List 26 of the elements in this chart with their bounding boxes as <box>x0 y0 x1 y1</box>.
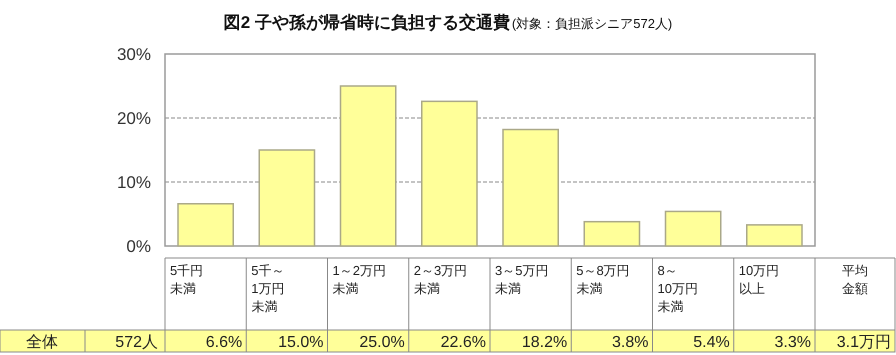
text: 572人 <box>115 334 158 351</box>
text: 平均金額 <box>842 263 868 296</box>
x-tick-label: 1～2万円未満 <box>332 263 386 296</box>
x-tick-label: 8～10万円未満 <box>658 263 698 314</box>
text: 全体 <box>26 334 58 351</box>
data-label: 25.0% <box>359 334 405 351</box>
data-label: 3.3% <box>774 334 811 351</box>
y-tick-label: 10% <box>116 173 151 192</box>
y-tick-label: 30% <box>116 45 151 64</box>
text: 3.1万円 <box>836 334 891 351</box>
data-label: 15.0% <box>278 334 324 351</box>
data-label: 22.6% <box>440 334 486 351</box>
data-label: 18.2% <box>522 334 568 351</box>
data-label: 3.8% <box>612 334 648 351</box>
x-tick-label: 3～5万円未満 <box>495 263 548 296</box>
data-label: 6.6% <box>206 334 242 351</box>
x-tick-label: 5千～1万円未満 <box>251 263 284 314</box>
chart-title: 図2 子や孫が帰省時に負担する交通費 <box>224 13 510 32</box>
y-tick-label: 0% <box>126 237 151 256</box>
x-tick-label: 5～8万円未満 <box>576 263 630 296</box>
x-tick-label: 10万円以上 <box>738 263 780 296</box>
y-tick-label: 20% <box>116 109 151 128</box>
x-tick-label: 5千円未満 <box>170 263 204 296</box>
x-tick-label: 2～3万円未満 <box>414 263 468 296</box>
data-label: 5.4% <box>693 334 730 351</box>
chart-subtitle: (対象：負担派シニア572人) <box>512 16 672 31</box>
